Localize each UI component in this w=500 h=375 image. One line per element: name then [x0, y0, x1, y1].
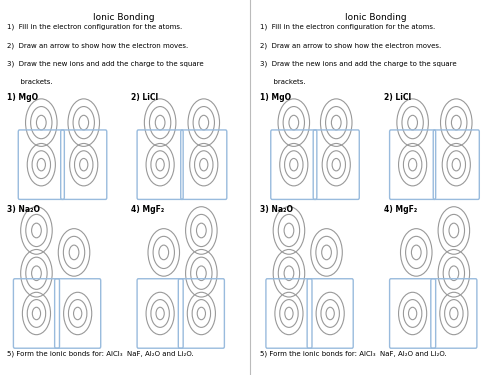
Text: Ionic Bonding: Ionic Bonding — [346, 13, 407, 22]
Text: 4) MgF₂: 4) MgF₂ — [384, 205, 417, 214]
Text: Ionic Bonding: Ionic Bonding — [93, 13, 154, 22]
Text: 1)  Fill in the electron configuration for the atoms.: 1) Fill in the electron configuration fo… — [8, 24, 182, 30]
Text: brackets.: brackets. — [8, 79, 53, 85]
Text: 5) Form the ionic bonds for: AlCl₃  NaF, Al₂O and Li₂O.: 5) Form the ionic bonds for: AlCl₃ NaF, … — [8, 350, 194, 357]
Text: 3) Na₂O: 3) Na₂O — [8, 205, 40, 214]
Text: 2)  Draw an arrow to show how the electron moves.: 2) Draw an arrow to show how the electro… — [8, 42, 188, 49]
Text: 3)  Draw the new ions and add the charge to the square: 3) Draw the new ions and add the charge … — [8, 60, 204, 67]
Text: 3) Na₂O: 3) Na₂O — [260, 205, 293, 214]
Text: 1) MgO: 1) MgO — [260, 93, 291, 102]
Text: 2) LiCl: 2) LiCl — [384, 93, 410, 102]
Text: 2) LiCl: 2) LiCl — [131, 93, 158, 102]
Text: 2)  Draw an arrow to show how the electron moves.: 2) Draw an arrow to show how the electro… — [260, 42, 441, 49]
Text: 5) Form the ionic bonds for: AlCl₃  NaF, Al₂O and Li₂O.: 5) Form the ionic bonds for: AlCl₃ NaF, … — [260, 350, 446, 357]
Text: brackets.: brackets. — [260, 79, 306, 85]
Text: 1) MgO: 1) MgO — [8, 93, 38, 102]
Text: 4) MgF₂: 4) MgF₂ — [131, 205, 164, 214]
Text: 1)  Fill in the electron configuration for the atoms.: 1) Fill in the electron configuration fo… — [260, 24, 435, 30]
Text: 3)  Draw the new ions and add the charge to the square: 3) Draw the new ions and add the charge … — [260, 60, 456, 67]
